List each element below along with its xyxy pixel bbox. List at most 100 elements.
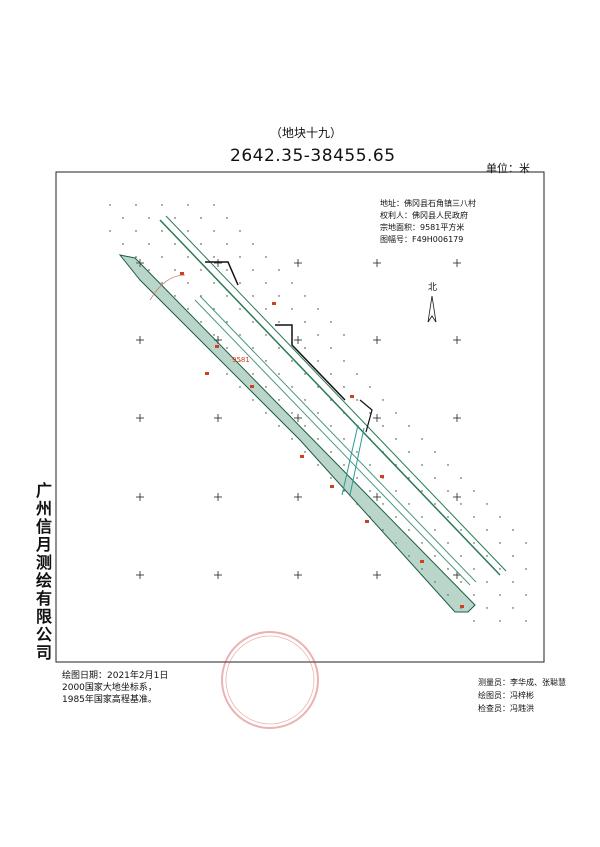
- boundary: [205, 261, 239, 286]
- dot: [252, 399, 254, 401]
- road-line: [199, 295, 477, 583]
- dot: [499, 516, 501, 518]
- dot: [174, 243, 176, 245]
- dot: [187, 230, 189, 232]
- title: （地块十九）: [270, 126, 343, 140]
- dot: [213, 230, 215, 232]
- dot: [239, 334, 241, 336]
- company: 广州信月测绘有限公司: [33, 482, 52, 662]
- dot: [226, 347, 228, 349]
- dot: [343, 464, 345, 466]
- dot: [434, 451, 436, 453]
- drafter: 绘图员：冯梓彬: [478, 691, 534, 700]
- dot: [187, 204, 189, 206]
- dot: [473, 594, 475, 596]
- footer-right: 测量员：李华成、张聪慧 绘图员：冯梓彬 检查员：冯韪洪: [478, 676, 566, 715]
- dot: [473, 620, 475, 622]
- dot: [330, 347, 332, 349]
- dot: [330, 477, 332, 479]
- surveyor: 测量员：李华成、张聪慧: [478, 678, 566, 687]
- dot: [330, 373, 332, 375]
- dot: [460, 581, 462, 583]
- info-area: 宗地面积：9581平方米: [380, 223, 465, 232]
- dot: [187, 308, 189, 310]
- dot: [278, 295, 280, 297]
- dot: [252, 321, 254, 323]
- dot: [512, 529, 514, 531]
- dot: [421, 438, 423, 440]
- info-address: 地址：佛冈县石角镇三八村: [380, 199, 476, 208]
- dot: [304, 321, 306, 323]
- dot: [278, 425, 280, 427]
- dot: [239, 256, 241, 258]
- dot: [434, 581, 436, 583]
- dot: [304, 373, 306, 375]
- dot: [161, 230, 163, 232]
- dot: [226, 373, 228, 375]
- dot: [252, 373, 254, 375]
- dot: [499, 594, 501, 596]
- height-datum: 1985年国家高程基准。: [62, 695, 157, 705]
- dot: [317, 334, 319, 336]
- road-line: [194, 299, 471, 586]
- dot: [408, 425, 410, 427]
- dot: [213, 282, 215, 284]
- dot: [369, 386, 371, 388]
- dot: [304, 425, 306, 427]
- dot: [109, 230, 111, 232]
- dot: [447, 568, 449, 570]
- dot: [304, 347, 306, 349]
- dot: [460, 555, 462, 557]
- dot: [343, 386, 345, 388]
- dot: [421, 568, 423, 570]
- dot: [356, 399, 358, 401]
- dot: [460, 477, 462, 479]
- dot: [135, 256, 137, 258]
- dot: [486, 607, 488, 609]
- dot: [473, 542, 475, 544]
- dot: [317, 360, 319, 362]
- dot: [343, 334, 345, 336]
- dot: [395, 542, 397, 544]
- dot: [408, 503, 410, 505]
- road-line: [341, 424, 359, 496]
- dot: [317, 412, 319, 414]
- dot: [291, 412, 293, 414]
- dot: [278, 347, 280, 349]
- dot: [421, 490, 423, 492]
- dot: [421, 542, 423, 544]
- info-owner: 权利人：佛冈县人民政府: [380, 211, 468, 220]
- dot-pattern: [109, 204, 527, 622]
- dot: [525, 620, 527, 622]
- dot: [265, 308, 267, 310]
- dot: [447, 490, 449, 492]
- dot: [408, 555, 410, 557]
- dot: [304, 399, 306, 401]
- dot: [278, 321, 280, 323]
- dot: [135, 230, 137, 232]
- dot: [174, 269, 176, 271]
- dot: [499, 568, 501, 570]
- dot: [382, 399, 384, 401]
- dot: [278, 373, 280, 375]
- dot: [408, 529, 410, 531]
- info-sheet: 图幅号：F49H006179: [380, 235, 464, 244]
- dot: [200, 321, 202, 323]
- dot: [291, 282, 293, 284]
- road-line: [349, 427, 365, 496]
- dot: [473, 568, 475, 570]
- dot: [486, 529, 488, 531]
- dot: [304, 451, 306, 453]
- dot: [265, 256, 267, 258]
- dot: [525, 594, 527, 596]
- map-frame: [55, 171, 545, 663]
- dot: [213, 308, 215, 310]
- dot: [278, 269, 280, 271]
- grid-crosses: [136, 259, 461, 579]
- dot: [122, 217, 124, 219]
- dot: [226, 269, 228, 271]
- dot: [265, 412, 267, 414]
- dot: [382, 425, 384, 427]
- parcel: [118, 254, 476, 613]
- dot: [226, 217, 228, 219]
